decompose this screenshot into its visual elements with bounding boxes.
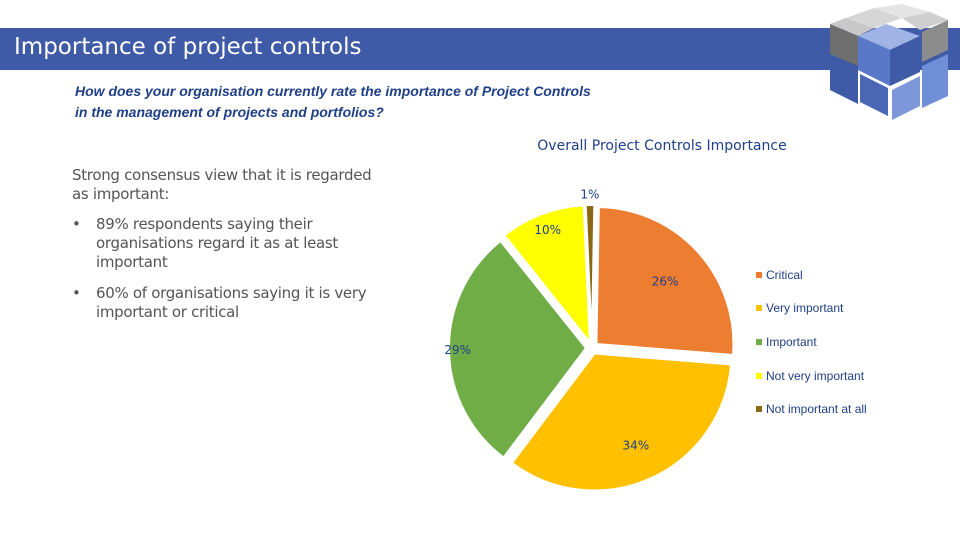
pie-slice-not-very-important [503, 204, 592, 346]
bullet-text: 89% respondents saying their organisatio… [96, 215, 338, 271]
pie-slice-critical [595, 205, 735, 357]
slice-label: 1% [580, 188, 599, 202]
title-bar: Importance of project controls [0, 28, 960, 70]
slice-label: 10% [534, 223, 561, 237]
legend-swatch [756, 338, 762, 345]
legend-swatch [756, 271, 762, 278]
legend-label: Not important at all [766, 402, 867, 417]
question-line-2: in the management of projects and portfo… [75, 104, 384, 120]
bullet-item: • 89% respondents saying their organisat… [72, 215, 392, 272]
pie-slice-very-important [510, 352, 733, 492]
bullet-text: 60% of organisations saying it is very i… [96, 284, 367, 321]
slice-label: 34% [622, 438, 649, 452]
legend-label: Not very important [766, 368, 865, 383]
slice-label: 26% [652, 275, 679, 289]
summary-bullets: • 89% respondents saying their organisat… [72, 215, 392, 334]
summary-intro: Strong consensus view that it is regarde… [72, 166, 372, 203]
pie-slice-important [448, 239, 588, 459]
pie-slice-not-important-at-all [584, 204, 596, 343]
legend-item: Not very important [756, 359, 867, 393]
question-line-1: How does your organisation currently rat… [75, 83, 591, 99]
bullet-icon: • [72, 215, 81, 233]
legend-item: Not important at all [756, 392, 867, 426]
slice-label: 29% [444, 343, 471, 357]
legend-item: Critical [756, 258, 867, 292]
legend-item: Important [756, 325, 867, 359]
legend-item: Very important [756, 292, 867, 326]
legend-label: Critical [766, 267, 803, 282]
legend-swatch [756, 372, 762, 379]
legend-label: Important [766, 334, 817, 349]
legend-swatch [756, 305, 762, 312]
survey-question: How does your organisation currently rat… [75, 81, 715, 123]
legend-label: Very important [766, 301, 844, 316]
cube-grid-icon [830, 4, 948, 120]
bullet-icon: • [72, 284, 81, 302]
bullet-item: • 60% of organisations saying it is very… [72, 284, 392, 322]
page-title: Importance of project controls [14, 34, 362, 60]
chart-legend: Critical Very important Important Not very … [756, 258, 867, 426]
chart-title: Overall Project Controls Importance [537, 138, 787, 154]
legend-swatch [756, 406, 762, 413]
